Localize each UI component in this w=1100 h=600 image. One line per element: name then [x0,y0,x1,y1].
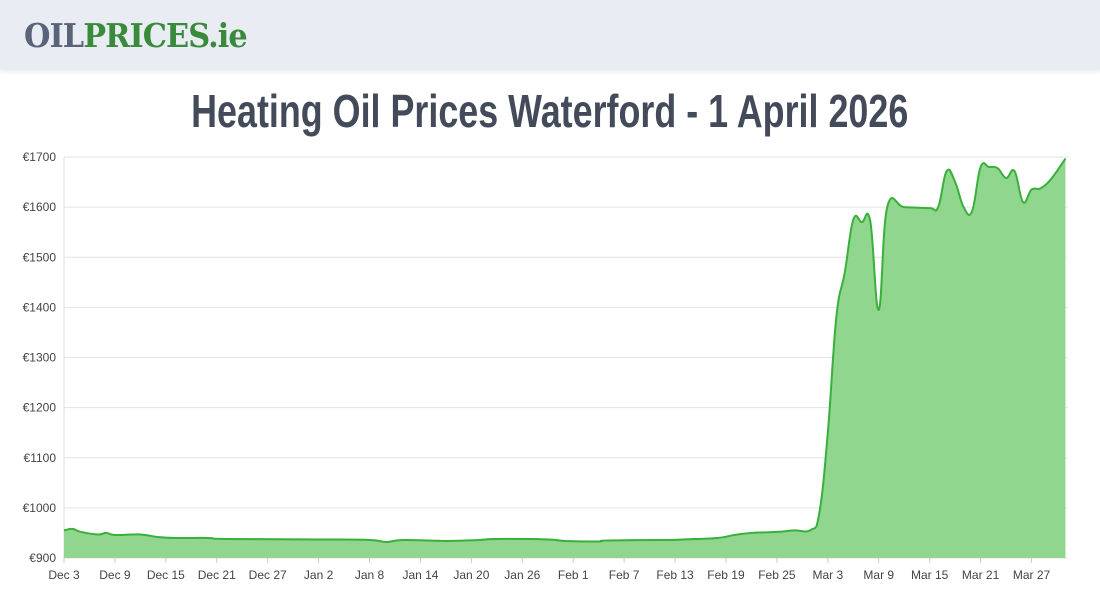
x-tick-label: Dec 21 [198,568,236,582]
page-title: Heating Oil Prices Waterford - 1 April 2… [191,85,909,137]
x-tick-label: Mar 3 [812,568,843,582]
site-header: OILPRICES.ie [0,0,1100,70]
x-tick-label: Mar 15 [911,568,949,582]
x-tick-label: Dec 9 [99,568,131,582]
x-tick-label: Feb 25 [758,568,796,582]
y-tick-label: €1000 [23,501,57,515]
y-tick-label: €1300 [23,351,57,365]
y-tick-label: €1200 [23,401,57,415]
y-tick-label: €900 [29,551,56,565]
x-tick-label: Dec 15 [147,568,185,582]
x-tick-label: Jan 2 [304,568,334,582]
price-area [64,158,1066,558]
y-tick-label: €1100 [24,451,57,465]
x-tick-label: Feb 7 [609,568,640,582]
x-tick-label: Feb 13 [656,568,694,582]
x-tick-label: Mar 27 [1013,568,1051,582]
x-tick-label: Mar 21 [962,568,1000,582]
x-tick-label: Feb 19 [707,568,745,582]
y-tick-label: €1500 [23,250,57,264]
price-line [63,157,1067,543]
x-tick-label: Jan 20 [453,568,489,582]
x-tick-label: Jan 14 [402,568,438,582]
x-tick-label: Feb 1 [558,568,589,582]
x-tick-label: Dec 3 [48,568,80,582]
y-tick-label: €1400 [23,300,57,314]
x-tick-label: Jan 8 [355,568,385,582]
y-tick-label: €1700 [23,150,57,164]
y-tick-label: €1600 [23,200,57,214]
site-logo[interactable]: OILPRICES.ie [24,16,248,55]
x-tick-label: Mar 9 [863,568,894,582]
x-tick-label: Dec 27 [249,568,287,582]
x-tick-label: Jan 26 [504,568,540,582]
